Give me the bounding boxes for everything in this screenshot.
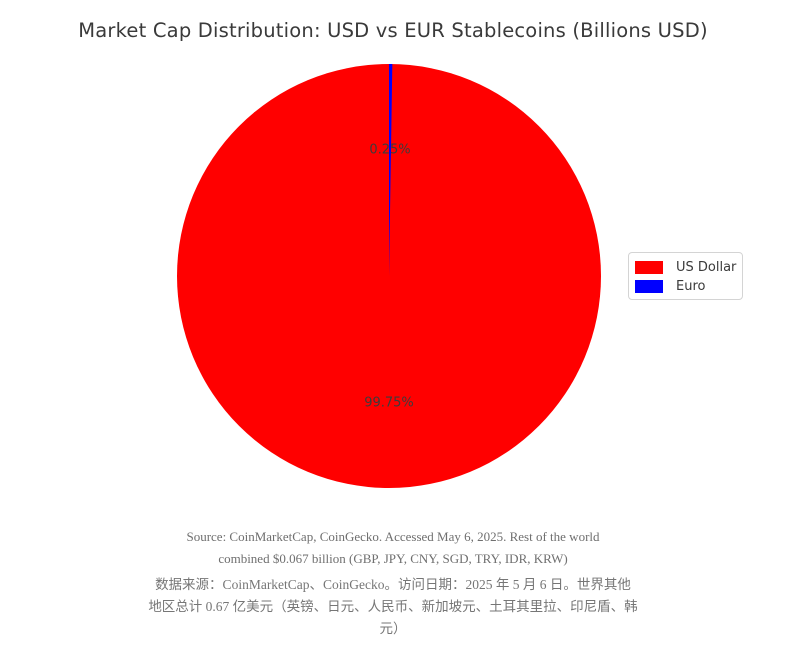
legend-label-euro: Euro bbox=[676, 279, 706, 294]
legend: US Dollar Euro bbox=[628, 252, 743, 300]
source-note-english: Source: CoinMarketCap, CoinGecko. Access… bbox=[0, 526, 786, 569]
chart-title: Market Cap Distribution: USD vs EUR Stab… bbox=[78, 19, 708, 42]
legend-label-us-dollar: US Dollar bbox=[676, 260, 737, 275]
pie-slice-euro bbox=[389, 64, 393, 276]
legend-swatch-us-dollar-icon bbox=[635, 261, 663, 274]
source-note-english-line-1: Source: CoinMarketCap, CoinGecko. Access… bbox=[186, 529, 600, 544]
source-note-chinese-line-2: 地区总计 0.67 亿美元（英镑、日元、人民币、新加坡元、土耳其里拉、印尼盾、韩 bbox=[148, 599, 638, 614]
pie-label-usd-percent: 99.75% bbox=[364, 395, 414, 411]
legend-item-euro: Euro bbox=[635, 278, 742, 295]
source-note-chinese-line-1: 数据来源：CoinMarketCap、CoinGecko。访问日期：2025 年… bbox=[155, 577, 631, 592]
source-note-chinese-line-3: 元） bbox=[379, 621, 407, 636]
source-note-english-line-2: combined $0.067 billion (GBP, JPY, CNY, … bbox=[218, 550, 568, 566]
legend-swatch-euro-icon bbox=[635, 280, 663, 293]
pie-label-euro-percent: 0.25% bbox=[369, 142, 411, 158]
source-note-chinese: 数据来源：CoinMarketCap、CoinGecko。访问日期：2025 年… bbox=[0, 574, 786, 640]
legend-item-us-dollar: US Dollar bbox=[635, 259, 742, 276]
